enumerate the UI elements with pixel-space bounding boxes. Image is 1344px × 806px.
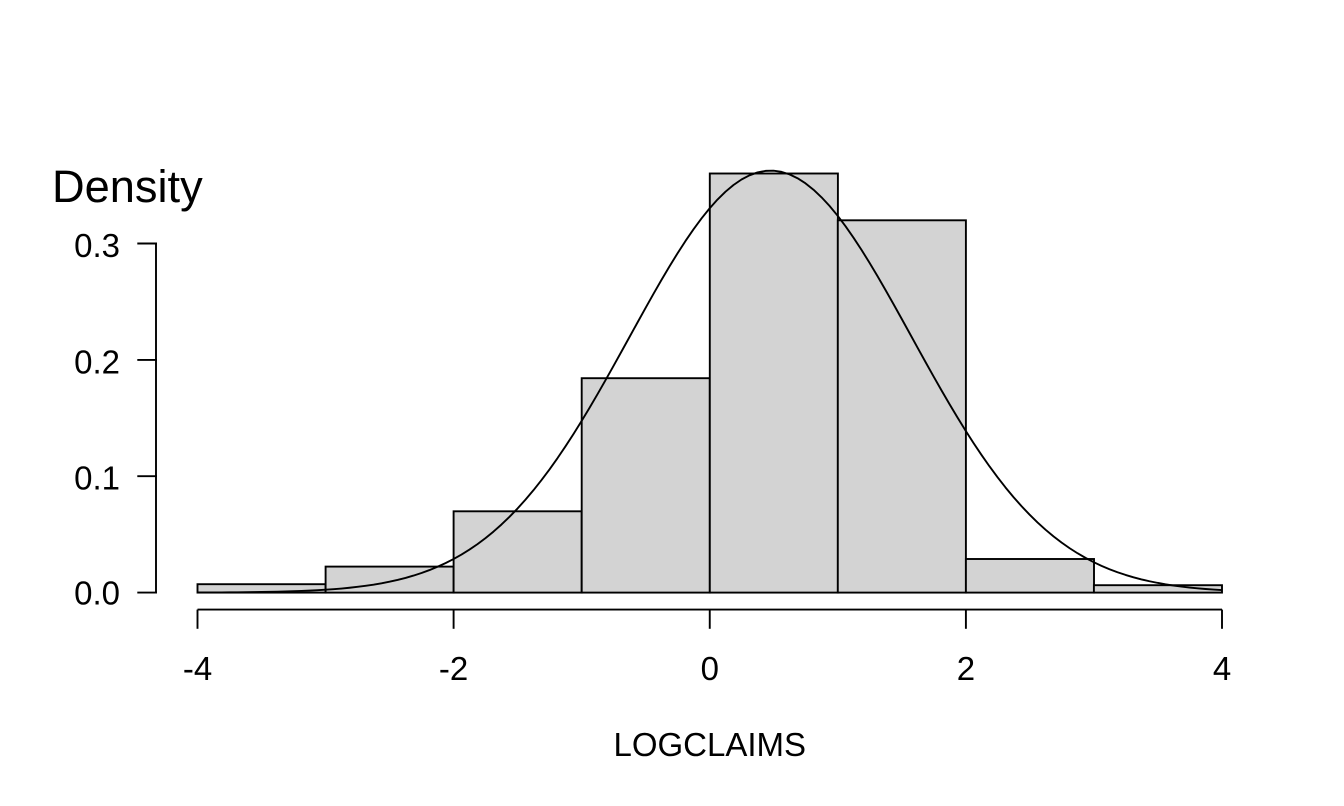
svg-text:4: 4 bbox=[1213, 650, 1231, 687]
svg-text:0.2: 0.2 bbox=[74, 343, 120, 380]
svg-text:0.3: 0.3 bbox=[74, 227, 120, 264]
svg-text:-4: -4 bbox=[183, 650, 212, 687]
svg-text:Density: Density bbox=[52, 161, 203, 212]
svg-text:LOGCLAIMS: LOGCLAIMS bbox=[613, 726, 806, 763]
svg-text:0.1: 0.1 bbox=[74, 460, 120, 497]
svg-text:-2: -2 bbox=[439, 650, 468, 687]
svg-text:0: 0 bbox=[701, 650, 719, 687]
svg-text:2: 2 bbox=[957, 650, 975, 687]
svg-text:0.0: 0.0 bbox=[74, 575, 120, 612]
